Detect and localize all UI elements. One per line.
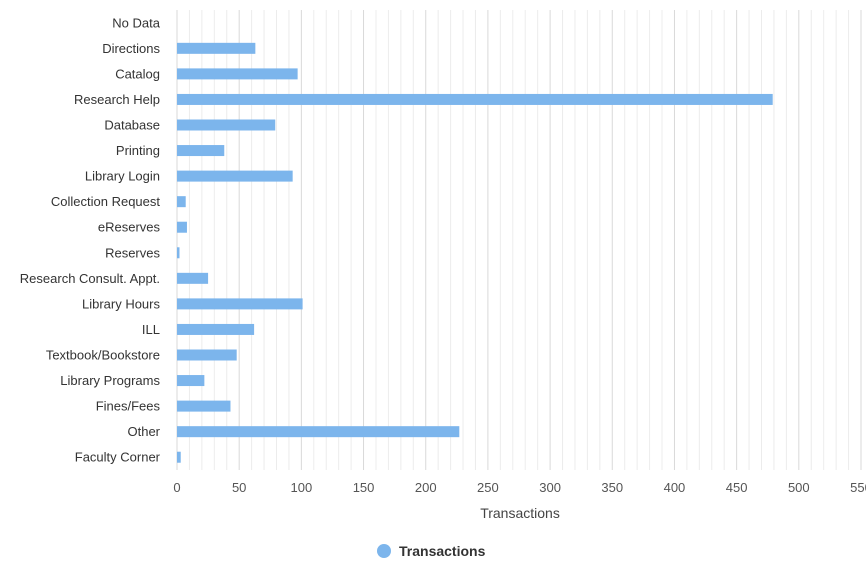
- x-tick-label: 400: [664, 480, 686, 495]
- category-label: Library Hours: [82, 296, 161, 311]
- x-tick-label: 0: [173, 480, 180, 495]
- x-tick-label: 150: [353, 480, 375, 495]
- bar[interactable]: [177, 452, 181, 463]
- x-tick-label: 50: [232, 480, 246, 495]
- bar[interactable]: [177, 273, 208, 284]
- x-tick-label: 200: [415, 480, 437, 495]
- bars: [177, 43, 773, 463]
- bar[interactable]: [177, 222, 187, 233]
- category-label: Other: [127, 424, 160, 439]
- bar[interactable]: [177, 43, 255, 54]
- legend-marker: [377, 544, 391, 558]
- x-tick-label: 550: [850, 480, 866, 495]
- category-label: Printing: [116, 143, 160, 158]
- bar[interactable]: [177, 247, 179, 258]
- bar[interactable]: [177, 68, 298, 79]
- category-label: Directions: [102, 41, 160, 56]
- x-tick-labels: 0 50 100 150 200 250 300 350 400 450 500 550: [173, 480, 866, 495]
- category-label: eReserves: [98, 220, 161, 235]
- x-tick-label: 450: [726, 480, 748, 495]
- bar[interactable]: [177, 401, 230, 412]
- legend-label: Transactions: [399, 543, 486, 559]
- bar[interactable]: [177, 94, 773, 105]
- category-label: Fines/Fees: [96, 399, 161, 414]
- x-tick-label: 300: [539, 480, 561, 495]
- x-tick-label: 350: [601, 480, 623, 495]
- bar[interactable]: [177, 196, 186, 207]
- category-label: Catalog: [115, 66, 160, 81]
- category-label: Library Login: [85, 169, 160, 184]
- category-label: Textbook/Bookstore: [46, 348, 160, 363]
- category-label: ILL: [142, 322, 160, 337]
- category-label: Collection Request: [51, 194, 161, 209]
- x-axis-title: Transactions: [480, 505, 560, 521]
- bar[interactable]: [177, 375, 204, 386]
- bar[interactable]: [177, 120, 275, 131]
- x-tick-label: 100: [291, 480, 313, 495]
- category-label: No Data: [112, 15, 160, 30]
- category-label: Reserves: [105, 245, 160, 260]
- x-tick-label: 500: [788, 480, 810, 495]
- category-labels: No Data Directions Catalog Research Help Dat…: [20, 15, 161, 464]
- bar[interactable]: [177, 145, 224, 156]
- bar[interactable]: [177, 324, 254, 335]
- category-label: Research Help: [74, 92, 160, 107]
- bar[interactable]: [177, 426, 459, 437]
- bar[interactable]: [177, 350, 237, 361]
- category-label: Library Programs: [60, 373, 160, 388]
- x-tick-label: 250: [477, 480, 499, 495]
- legend[interactable]: Transactions: [377, 543, 486, 559]
- category-label: Faculty Corner: [75, 450, 161, 465]
- category-label: Research Consult. Appt.: [20, 271, 160, 286]
- bar[interactable]: [177, 171, 293, 182]
- category-label: Database: [104, 118, 160, 133]
- bar[interactable]: [177, 298, 303, 309]
